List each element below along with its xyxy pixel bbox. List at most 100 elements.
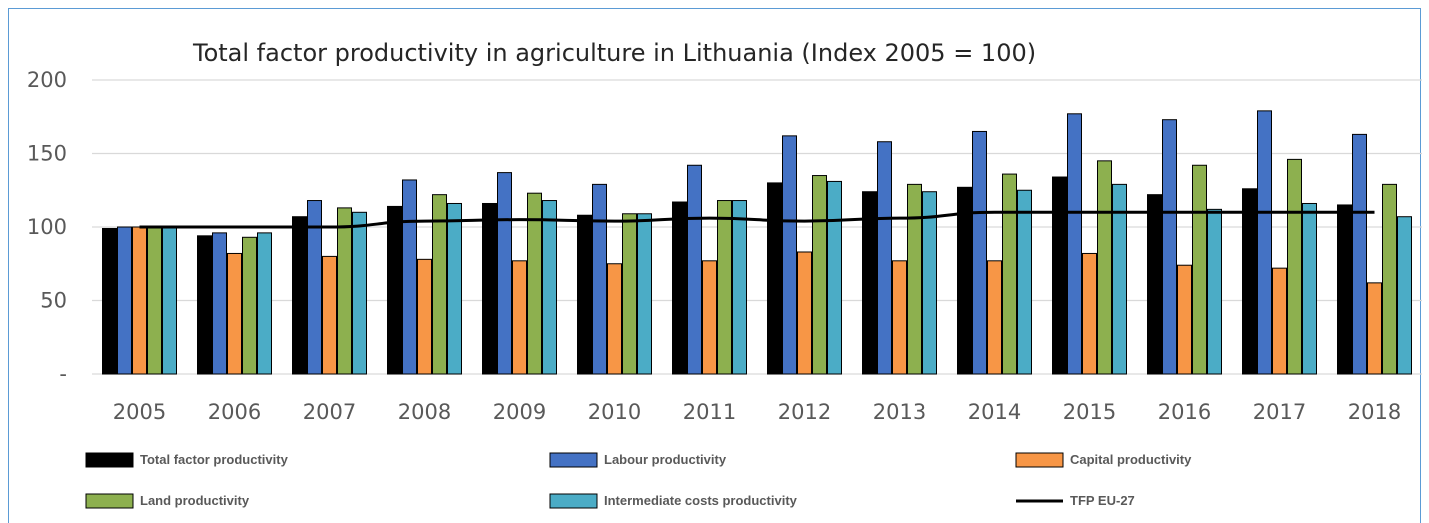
bar-intermediate-costs-productivity-2011 xyxy=(732,200,747,375)
bar-capital-productivity-2005 xyxy=(132,226,147,375)
bar-land-productivity-2018 xyxy=(1382,183,1397,375)
legend-swatch xyxy=(85,452,134,468)
legend-swatch xyxy=(549,493,598,509)
bar-total-factor-productivity-2013 xyxy=(862,191,877,375)
x-tick-label: 2008 xyxy=(398,400,451,424)
legend-item-total-factor-productivity[interactable]: Total factor productivity xyxy=(85,452,289,468)
bar-total-factor-productivity-2008 xyxy=(387,205,402,375)
legend-swatch xyxy=(549,452,598,468)
bar-capital-productivity-2017 xyxy=(1272,267,1287,375)
legend-label: Land productivity xyxy=(140,493,250,508)
bar-capital-productivity-2008 xyxy=(417,258,432,375)
bar-capital-productivity-2009 xyxy=(512,260,527,375)
bars xyxy=(102,110,1412,375)
bar-total-factor-productivity-2010 xyxy=(577,214,592,375)
bar-capital-productivity-2011 xyxy=(702,260,717,375)
legend-swatch xyxy=(85,493,134,509)
y-axis-ticks: - 50 100 150 200 xyxy=(27,68,67,386)
y-tick-label: 50 xyxy=(40,289,67,313)
bar-land-productivity-2007 xyxy=(337,207,352,375)
bar-intermediate-costs-productivity-2013 xyxy=(922,191,937,375)
bar-labour-productivity-2010 xyxy=(592,183,607,375)
bar-capital-productivity-2014 xyxy=(987,260,1002,375)
bar-capital-productivity-2013 xyxy=(892,260,907,375)
legend-label: Total factor productivity xyxy=(140,452,289,467)
bar-total-factor-productivity-2011 xyxy=(672,201,687,375)
bar-land-productivity-2011 xyxy=(717,200,732,375)
bar-labour-productivity-2017 xyxy=(1257,110,1272,375)
bar-intermediate-costs-productivity-2009 xyxy=(542,200,557,375)
x-tick-label: 2012 xyxy=(778,400,831,424)
x-axis-ticks: 2005 2006 2007 2008 2009 2010 2011 2012 2013 2014… xyxy=(113,400,1401,424)
x-tick-label: 2017 xyxy=(1253,400,1306,424)
legend-item-labour-productivity[interactable]: Labour productivity xyxy=(549,452,727,468)
chart-frame xyxy=(8,8,1421,523)
bar-total-factor-productivity-2018 xyxy=(1337,204,1352,375)
bar-labour-productivity-2016 xyxy=(1162,119,1177,375)
bar-intermediate-costs-productivity-2014 xyxy=(1017,189,1032,375)
legend-swatch xyxy=(1015,452,1064,468)
x-tick-label: 2009 xyxy=(493,400,546,424)
legend-label: TFP EU-27 xyxy=(1070,493,1135,508)
bar-total-factor-productivity-2012 xyxy=(767,182,782,375)
x-tick-label: 2014 xyxy=(968,400,1021,424)
bar-labour-productivity-2009 xyxy=(497,172,512,375)
bar-land-productivity-2005 xyxy=(147,226,162,375)
bar-capital-productivity-2012 xyxy=(797,251,812,375)
bar-capital-productivity-2016 xyxy=(1177,264,1192,375)
x-tick-label: 2010 xyxy=(588,400,641,424)
x-tick-label: 2016 xyxy=(1158,400,1211,424)
x-tick-label: 2005 xyxy=(113,400,166,424)
bar-labour-productivity-2007 xyxy=(307,200,322,375)
bar-total-factor-productivity-2014 xyxy=(957,186,972,375)
y-tick-label: - xyxy=(59,362,67,386)
legend-label: Capital productivity xyxy=(1070,452,1192,467)
y-tick-label: 100 xyxy=(27,215,67,239)
bar-intermediate-costs-productivity-2005 xyxy=(162,226,177,375)
bar-intermediate-costs-productivity-2018 xyxy=(1397,216,1412,375)
x-tick-label: 2015 xyxy=(1063,400,1116,424)
bar-labour-productivity-2008 xyxy=(402,179,417,375)
bar-total-factor-productivity-2007 xyxy=(292,216,307,375)
bar-land-productivity-2013 xyxy=(907,183,922,375)
bar-capital-productivity-2010 xyxy=(607,263,622,375)
bar-intermediate-costs-productivity-2006 xyxy=(257,232,272,375)
bar-intermediate-costs-productivity-2010 xyxy=(637,213,652,375)
bar-land-productivity-2009 xyxy=(527,192,542,375)
bar-land-productivity-2015 xyxy=(1097,160,1112,375)
bar-labour-productivity-2013 xyxy=(877,141,892,375)
bar-intermediate-costs-productivity-2008 xyxy=(447,202,462,375)
legend-label: Labour productivity xyxy=(604,452,727,467)
bar-land-productivity-2012 xyxy=(812,175,827,375)
bar-capital-productivity-2018 xyxy=(1367,282,1382,375)
bar-land-productivity-2010 xyxy=(622,213,637,375)
x-tick-label: 2006 xyxy=(208,400,261,424)
legend-item-tfp-eu-27[interactable]: TFP EU-27 xyxy=(1016,493,1135,508)
bar-total-factor-productivity-2017 xyxy=(1242,188,1257,375)
bar-labour-productivity-2014 xyxy=(972,130,987,375)
legend[interactable]: Total factor productivity Labour producti… xyxy=(85,452,1192,509)
bar-capital-productivity-2015 xyxy=(1082,252,1097,375)
bar-intermediate-costs-productivity-2016 xyxy=(1207,208,1222,375)
bar-total-factor-productivity-2009 xyxy=(482,202,497,375)
line-tfp-eu-27 xyxy=(139,210,1375,229)
bar-intermediate-costs-productivity-2012 xyxy=(827,180,842,375)
bar-labour-productivity-2018 xyxy=(1352,133,1367,375)
bar-labour-productivity-2005 xyxy=(117,226,132,375)
bar-labour-productivity-2012 xyxy=(782,135,797,375)
bar-intermediate-costs-productivity-2015 xyxy=(1112,183,1127,375)
bar-capital-productivity-2006 xyxy=(227,252,242,375)
legend-item-capital-productivity[interactable]: Capital productivity xyxy=(1015,452,1192,468)
bar-land-productivity-2014 xyxy=(1002,173,1017,375)
bar-intermediate-costs-productivity-2017 xyxy=(1302,202,1317,375)
bar-total-factor-productivity-2015 xyxy=(1052,176,1067,375)
chart-title: Total factor productivity in agriculture… xyxy=(192,39,1036,67)
legend-item-land-productivity[interactable]: Land productivity xyxy=(85,493,250,509)
bar-land-productivity-2016 xyxy=(1192,164,1207,375)
bar-intermediate-costs-productivity-2007 xyxy=(352,211,367,375)
legend-item-intermediate-costs-productivity[interactable]: Intermediate costs productivity xyxy=(549,493,798,509)
bar-labour-productivity-2011 xyxy=(687,164,702,375)
bar-labour-productivity-2006 xyxy=(212,232,227,375)
bar-capital-productivity-2007 xyxy=(322,255,337,375)
